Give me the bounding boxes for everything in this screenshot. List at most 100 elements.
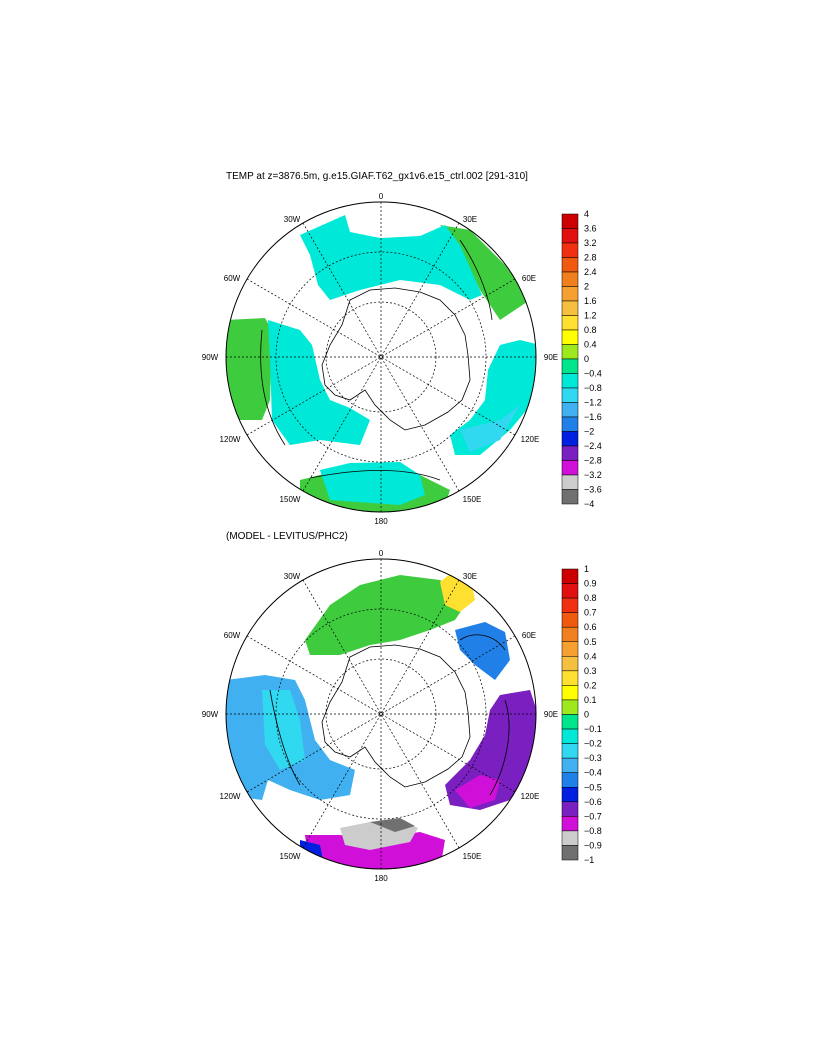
bot-lon-30e: 30E [463,572,477,581]
bottom-colorbar-label: −0.5 [584,782,602,792]
bottom-colorbar-box [561,670,579,686]
top-map-fields [226,202,536,512]
bottom-colorbar-box [561,714,579,730]
top-colorbar-label: 4 [584,209,589,219]
bottom-colorbar-box [561,787,579,803]
bot-lat-circle-mid [275,608,487,820]
bot-lon-180: 180 [374,874,388,883]
bot-contour-3 [489,699,510,796]
bot-lon-120w: 120W [220,792,241,801]
bottom-colorbar-label: 0.8 [584,593,597,603]
top-colorbar-box [561,387,579,403]
bottom-colorbar-box [561,641,579,657]
top-colorbar-box [561,489,579,505]
top-lon-90w: 90W [202,353,219,362]
bottom-colorbar-label: −0.4 [584,768,602,778]
top-colorbar: 4 3.6 3.2 2.8 2.4 2 1.6 1.2 0.8 0.4 0 −0.4 −0.8 −1.2 −… [561,209,602,509]
bot-lon-30w: 30W [284,572,301,581]
bot-lon-150w: 150W [280,852,301,861]
top-colorbar-box [561,257,579,273]
bot-field-yellow-ne [440,570,475,612]
top-colorbar-box [561,228,579,244]
bottom-map-title: (MODEL - LEVITUS/PHC2) [226,531,348,542]
top-field-green-ne [440,225,530,320]
bot-field-green-north [305,575,470,655]
bot-contour-2 [459,634,506,651]
bot-field-cyan-west [226,675,355,800]
bottom-colorbar-label: 0.7 [584,608,597,618]
bot-field-grey-south [340,820,418,850]
bottom-colorbar-label: 0.2 [584,680,597,690]
top-colorbar-label: 2.8 [584,253,597,263]
bottom-colorbar-box [561,772,579,788]
top-polar-map: 0 30E 60E 90E 120E 150E 180 150W 120W 90… [202,192,602,526]
top-colorbar-box [561,315,579,331]
bottom-colorbar-label: −0.9 [584,840,602,850]
bot-lon-150e: 150E [463,852,482,861]
top-colorbar-box [561,213,579,229]
top-colorbar-label: −1.2 [584,398,602,408]
bottom-colorbar-box [561,685,579,701]
top-lon-120e: 120E [521,435,540,444]
top-colorbar-box [561,431,579,447]
top-colorbar-label: 0.4 [584,340,597,350]
bottom-colorbar-label: 0.1 [584,695,597,705]
bottom-colorbar-box [561,583,579,599]
top-colorbar-label: 0.8 [584,325,597,335]
top-colorbar-label: −2.8 [584,456,602,466]
bot-lon-60w: 60W [224,631,241,640]
bot-lon-0: 0 [379,549,384,558]
bottom-colorbar-box [561,626,579,643]
bot-field-magenta-east [455,775,500,808]
top-field-cyan-north [300,215,482,300]
top-lon-60w: 60W [224,274,241,283]
bottom-colorbar-box [561,757,579,773]
top-field-blue-east [460,405,520,452]
top-lon-60e: 60E [522,274,536,283]
bottom-colorbar-box [561,656,579,672]
top-colorbar-box [561,358,579,374]
bottom-colorbar-label: −0.2 [584,739,602,749]
top-colorbar-box [561,329,579,345]
bot-field-blue-south [300,840,325,869]
top-colorbar-box [561,300,579,316]
bottom-colorbar-label: 0.9 [584,579,597,589]
bot-field-darkgrey-south [370,818,415,832]
bottom-colorbar-box [561,728,579,744]
bottom-colorbar-label: 0 [584,710,589,720]
bottom-colorbar-label: −0.1 [584,724,602,734]
bottom-colorbar-label: −0.7 [584,811,602,821]
top-colorbar-label: 0 [584,354,589,364]
top-field-cyan-south [320,462,425,505]
bottom-colorbar-box [561,699,579,715]
top-colorbar-label: −0.8 [584,383,602,393]
top-colorbar-box [561,416,579,432]
bot-field-magenta-south [305,832,445,869]
top-colorbar-label: 1.2 [584,311,597,321]
top-lon-90e: 90E [544,353,558,362]
bot-field-blue-ne [455,622,510,680]
top-colorbar-label: −1.6 [584,412,602,422]
top-colorbar-label: −3.6 [584,485,602,495]
bottom-colorbar-label: 0.4 [584,651,597,661]
bottom-colorbar-box [561,845,579,861]
bottom-map-fields [226,559,536,869]
top-map-title: TEMP at z=3876.5m, g.e15.GIAF.T62_gx1v6.… [226,171,528,182]
top-colorbar-label: −2.4 [584,441,602,451]
top-lon-180: 180 [374,517,388,526]
top-contour-2 [459,239,493,321]
bottom-colorbar-box [561,597,579,613]
top-field-cyan-west [268,320,370,445]
bottom-map-border [225,558,537,870]
top-colorbar-box [561,460,579,476]
bottom-colorbar-box [561,816,579,832]
top-lon-120w: 120W [220,435,241,444]
top-colorbar-box [561,474,579,490]
top-colorbar-box [561,271,579,287]
top-map-panel: TEMP at z=3876.5m, g.e15.GIAF.T62_gx1v6.… [202,171,602,526]
top-map-border [225,201,537,513]
top-colorbar-box [561,373,579,389]
top-field-green-west [226,318,272,420]
bottom-colorbar-label: 1 [584,564,589,574]
top-colorbar-label: −4 [584,499,594,509]
